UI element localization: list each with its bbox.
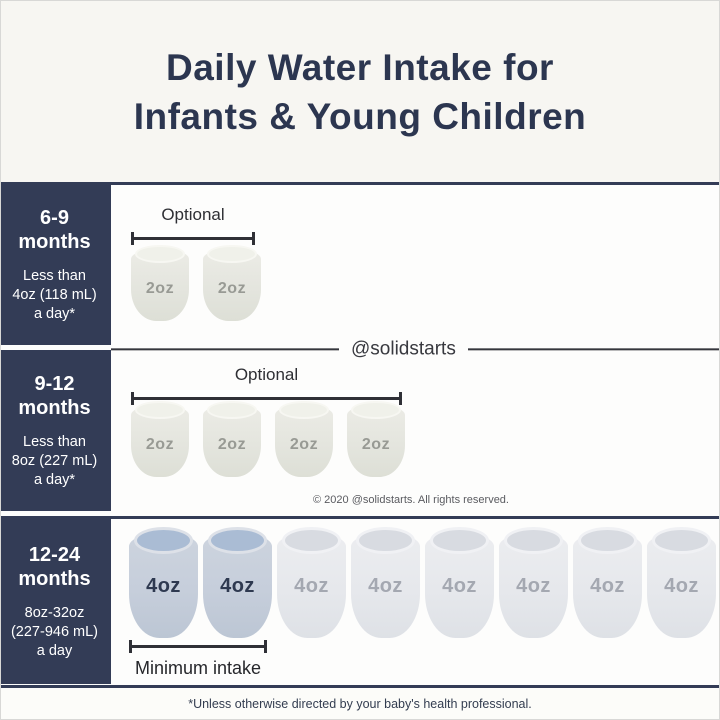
intake-amount-label: 8oz-32oz (227-946 mL) a day (10, 604, 99, 659)
age-range-unit: months (18, 231, 91, 253)
header: Daily Water Intake for Infants & Young C… (1, 1, 719, 185)
sidebar-6-9-months: 6-9 months Less than 4oz (118 mL) a day* (1, 185, 111, 345)
cup-volume-label: 4oz (220, 575, 255, 597)
age-range-label: 12-24 months (1, 543, 108, 591)
bracket-line (129, 640, 267, 653)
age-rows: 6-9 months Less than 4oz (118 mL) a day*… (1, 185, 719, 688)
cup-volume-label: 2oz (145, 436, 175, 453)
footnote-text: *Unless otherwise directed by your baby'… (188, 696, 532, 711)
water-cup-highlighted: 4oz (203, 527, 272, 638)
cup-volume-label: 2oz (361, 436, 391, 453)
sidebar-12-24-months: 12-24 months 8oz-32oz (227-946 mL) a day (1, 519, 111, 684)
page-title: Daily Water Intake for Infants & Young C… (134, 43, 587, 141)
water-cup: 2oz (347, 401, 405, 477)
age-range-value: 9-12 (34, 372, 75, 395)
cup-group: 4oz 4oz 4oz 4oz 4oz 4oz 4oz 4oz (129, 527, 719, 638)
water-cup: 2oz (203, 245, 261, 321)
water-cup: 4oz (573, 527, 642, 638)
water-cup: 2oz (131, 401, 189, 477)
age-range-value: 12-24 (28, 543, 81, 566)
cup-volume-label: 2oz (217, 280, 247, 297)
age-range-unit: months (18, 396, 91, 419)
water-cup: 4oz (351, 527, 420, 638)
age-range-unit: months (18, 567, 91, 590)
cup-volume-label: 4oz (590, 575, 625, 597)
water-cup: 4oz (499, 527, 568, 638)
water-cup: 2oz (275, 401, 333, 477)
cup-volume-label: 4oz (442, 575, 477, 597)
water-cup-highlighted: 4oz (129, 527, 198, 638)
copyright-notice: © 2020 @solidstarts. All rights reserved… (313, 494, 509, 506)
bracket-label: Optional (234, 365, 299, 384)
title-line-1: Daily Water Intake for (166, 46, 554, 88)
cup-volume-label: 4oz (664, 575, 699, 597)
cup-volume-label: 2oz (145, 280, 175, 297)
row-9-12-months: 9-12 months Less than 8oz (227 mL) a day… (1, 338, 719, 516)
water-cup: 4oz (647, 527, 716, 638)
age-range-value: 6-9 (40, 207, 69, 229)
water-cup: 2oz (203, 401, 261, 477)
row-9-12-content: @solidstarts Optional 2oz 2oz 2oz 2oz © … (111, 338, 719, 516)
age-range-label: 9-12 months (1, 372, 108, 420)
cup-volume-label: 2oz (289, 436, 319, 453)
water-cup: 2oz (131, 245, 189, 321)
cup-volume-label: 4oz (294, 575, 329, 597)
bracket-line (131, 392, 402, 405)
row-12-24-months: 12-24 months 8oz-32oz (227-946 mL) a day… (1, 516, 719, 684)
row-12-24-content: 4oz 4oz 4oz 4oz 4oz 4oz 4oz 4oz Minimum … (111, 519, 719, 684)
intake-amount-label: Less than 4oz (118 mL) a day* (12, 268, 97, 322)
water-cup: 4oz (425, 527, 494, 638)
water-cup: 4oz (277, 527, 346, 638)
intake-amount-label: Less than 8oz (227 mL) a day* (11, 433, 98, 488)
row-6-9-content: Optional 2oz 2oz (111, 185, 719, 350)
cup-volume-label: 4oz (516, 575, 551, 597)
sidebar-9-12-months: 9-12 months Less than 8oz (227 mL) a day… (1, 350, 111, 511)
minimum-intake-bracket: Minimum intake (129, 640, 267, 679)
age-range-label: 6-9 months (1, 206, 108, 254)
cup-group: 2oz 2oz 2oz 2oz (131, 401, 419, 477)
bracket-label: Optional (161, 205, 225, 224)
cup-group: 2oz 2oz (131, 245, 275, 321)
optional-bracket: Optional (131, 205, 255, 245)
footer: *Unless otherwise directed by your baby'… (1, 688, 719, 719)
title-line-2: Infants & Young Children (133, 95, 587, 137)
cup-volume-label: 2oz (217, 436, 247, 453)
bracket-line (131, 232, 255, 245)
optional-bracket: Optional (131, 365, 402, 405)
cup-volume-label: 4oz (368, 575, 403, 597)
bracket-label: Minimum intake (134, 658, 262, 678)
cup-volume-label: 4oz (146, 575, 181, 597)
row-6-9-months: 6-9 months Less than 4oz (118 mL) a day*… (1, 185, 719, 350)
